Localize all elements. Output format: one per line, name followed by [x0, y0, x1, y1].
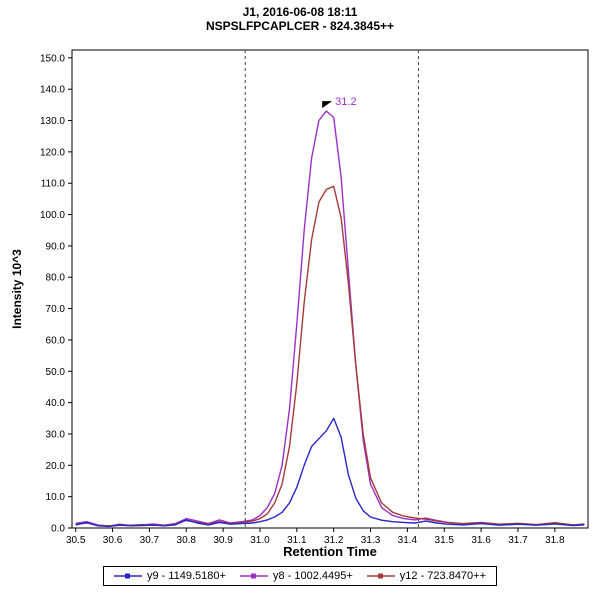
- series-line-y8: [75, 110, 585, 527]
- x-tick-label: 31.2: [324, 535, 344, 546]
- legend-label: y9 - 1149.5180+: [146, 570, 226, 582]
- x-tick-label: 31.1: [287, 535, 307, 546]
- y-tick-label: 90.0: [46, 241, 66, 252]
- y-tick-label: 140.0: [40, 85, 65, 96]
- x-axis-label: Retention Time: [283, 544, 377, 559]
- x-tick-label: 31.7: [508, 535, 528, 546]
- y-tick-label: 0.0: [51, 524, 65, 535]
- y-tick-label: 80.0: [46, 273, 66, 284]
- y-axis-label: Intensity 10^3: [10, 249, 24, 329]
- y-tick-label: 20.0: [46, 461, 66, 472]
- plot-border: [71, 49, 589, 529]
- legend-label: y12 - 723.8470++: [399, 570, 487, 582]
- x-tick-label: 30.8: [177, 535, 197, 546]
- y-tick-label: 120.0: [40, 147, 65, 158]
- x-tick-label: 31.3: [361, 535, 381, 546]
- chart-header: J1, 2016-06-08 18:11 NSPSLFPCAPLCER - 82…: [0, 5, 600, 33]
- x-tick-label: 31.0: [250, 535, 270, 546]
- legend-sample-marker: [124, 573, 130, 579]
- y-tick-label: 70.0: [46, 304, 66, 315]
- y-tick-label: 40.0: [46, 398, 66, 409]
- chromatogram-plot: 0.0 10.0 20.0 30.0 40.0 50.0 60.0 70.0 80.0 90.0 1…: [40, 49, 589, 546]
- chart-title: J1, 2016-06-08 18:11: [242, 5, 358, 19]
- legend-sample-marker: [250, 573, 256, 579]
- y-tick-label: 130.0: [40, 116, 65, 127]
- legend-item-y8: y8 - 1002.4495+: [239, 570, 353, 582]
- x-tick-label: 30.9: [213, 535, 233, 546]
- series-line-y12: [75, 185, 585, 527]
- peak-pointer-icon: [322, 101, 333, 109]
- x-tick-label: 31.8: [545, 535, 565, 546]
- y-tick-label: 150.0: [40, 53, 65, 64]
- x-tick-label: 30.5: [66, 535, 86, 546]
- x-tick-label: 31.6: [471, 535, 491, 546]
- y-tick-label: 100.0: [40, 210, 65, 221]
- legend-line-sample: [113, 573, 142, 579]
- legend-item-y9: y9 - 1149.5180+: [113, 570, 226, 582]
- peak-annotation-label: 31.2: [335, 96, 356, 108]
- legend-label: y8 - 1002.4495+: [272, 570, 353, 582]
- y-tick-label: 50.0: [46, 367, 66, 378]
- y-tick-label: 10.0: [46, 492, 66, 503]
- legend-item-y12: y12 - 723.8470++: [366, 570, 487, 582]
- legend-row: y9 - 1149.5180+ y8 - 1002.4495+ y12 - 723.…: [0, 566, 600, 586]
- y-tick-label: 30.0: [46, 429, 66, 440]
- series-line-y9: [75, 417, 585, 528]
- x-tick-label: 30.7: [140, 535, 160, 546]
- y-tick-label: 110.0: [41, 179, 66, 190]
- legend-line-sample: [366, 573, 395, 579]
- x-tick-label: 31.4: [398, 535, 418, 546]
- legend-sample-marker: [377, 573, 383, 579]
- y-tick-label: 60.0: [46, 335, 66, 346]
- x-tick-label: 30.6: [103, 535, 123, 546]
- x-tick-label: 31.5: [435, 535, 455, 546]
- legend-line-sample: [239, 573, 268, 579]
- legend: y9 - 1149.5180+ y8 - 1002.4495+ y12 - 723.…: [102, 566, 498, 586]
- chart-subtitle: NSPSLFPCAPLCER - 824.3845++: [205, 19, 395, 33]
